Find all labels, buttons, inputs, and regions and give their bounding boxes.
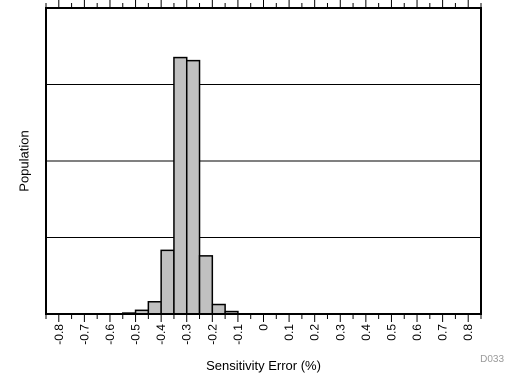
x-tick-label: -0.3 [180,324,194,345]
x-tick-label: 0.7 [436,324,450,341]
x-tick-label: -0.6 [103,324,117,345]
x-tick-label: 0.1 [282,324,296,341]
x-tick-label: 0.2 [308,324,322,341]
x-tick-label: -0.5 [129,324,143,345]
x-tick-label: 0.6 [410,324,424,341]
figure-code: D033 [480,354,504,365]
y-axis-title: Population [17,130,32,191]
x-tick-label: -0.2 [205,324,219,345]
histogram-bar-7 [198,255,214,315]
histogram-bar-6 [185,59,201,315]
histogram-bar-8 [211,303,226,315]
x-tick-label: 0.8 [461,324,475,341]
x-tick-label: 0.4 [359,324,373,341]
bars [122,56,239,315]
x-tick-label: -0.4 [154,324,168,345]
histogram-bar-3 [147,301,162,315]
histogram-bar-5 [173,56,188,315]
x-tick-labels: -0.8 -0.7 -0.6 -0.5 -0.4 -0.3 -0.2 -0.1 0 0.1 0.2 0… [52,324,475,345]
x-tick-label: 0.5 [384,324,398,341]
x-tick-label: -0.7 [77,324,91,345]
x-tick-label: 0.3 [333,324,347,341]
x-axis-title: Sensitivity Error (%) [206,358,321,373]
x-tick-label: 0 [257,324,271,331]
x-tick-label: -0.1 [231,324,245,345]
ticks [45,0,482,322]
x-tick-label: -0.8 [52,324,66,345]
gridlines [46,84,481,238]
histogram-bar-4 [160,249,175,315]
